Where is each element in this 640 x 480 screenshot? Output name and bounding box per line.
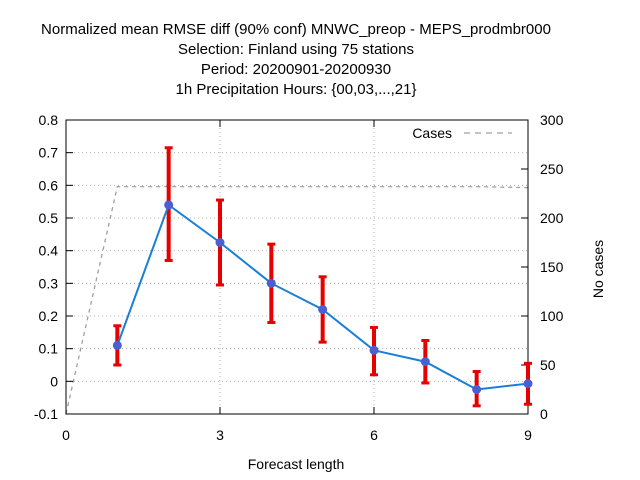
y-tick-label: 0.5 xyxy=(39,210,59,226)
y-tick-label: 0.7 xyxy=(39,145,59,161)
x-tick-label: 9 xyxy=(524,427,532,443)
y2-tick-label: 250 xyxy=(540,161,564,177)
plot-border xyxy=(65,119,529,415)
y-tick-label: 0.4 xyxy=(39,243,59,259)
y-tick-label: 0.1 xyxy=(39,341,59,357)
x-axis-label: Forecast length xyxy=(248,456,345,472)
data-point xyxy=(472,385,482,394)
rmse-series xyxy=(112,146,533,408)
y-tick-label: 0.2 xyxy=(39,308,59,324)
data-point xyxy=(318,304,328,314)
data-point xyxy=(215,238,225,247)
y2-tick-label: 150 xyxy=(540,259,564,275)
data-point xyxy=(420,357,430,367)
cases-line xyxy=(65,185,529,415)
y2-axis-label: No cases xyxy=(590,240,606,298)
data-point xyxy=(369,345,379,355)
x-tick-label: 3 xyxy=(216,427,224,443)
plot-frame xyxy=(65,119,529,415)
title-line: Period: 20200901-20200930 xyxy=(201,61,391,78)
chart-title: Normalized mean RMSE diff (90% conf) MNW… xyxy=(41,21,551,98)
grid xyxy=(66,120,528,414)
y2-tick-label: 50 xyxy=(540,357,556,373)
y-tick-label: 0.6 xyxy=(39,177,59,193)
x-tick-label: 0 xyxy=(62,427,70,443)
x-tick-label: 6 xyxy=(370,427,378,443)
y2-tick-label: 100 xyxy=(540,308,564,324)
data-point xyxy=(112,340,122,350)
y-tick-label: 0.8 xyxy=(39,112,59,128)
title-line: Selection: Finland using 75 stations xyxy=(178,41,414,58)
y-tick-label: 0 xyxy=(50,373,58,389)
cases-series xyxy=(65,185,529,415)
y2-tick-label: 200 xyxy=(540,210,564,226)
data-point xyxy=(164,200,174,210)
legend-label-cases: Cases xyxy=(412,125,452,141)
y-tick-label: -0.1 xyxy=(34,406,58,422)
data-point xyxy=(266,278,276,288)
title-line: Normalized mean RMSE diff (90% conf) MNW… xyxy=(41,21,551,38)
axis-ticks: -0.100.10.20.30.40.50.60.70.805010015020… xyxy=(34,112,564,443)
title-line: 1h Precipitation Hours: {00,03,...,21} xyxy=(176,81,417,98)
legend: Cases xyxy=(412,125,512,141)
y2-tick-label: 0 xyxy=(540,406,548,422)
y-tick-label: 0.3 xyxy=(39,275,59,291)
y2-tick-label: 300 xyxy=(540,112,564,128)
data-point xyxy=(523,379,533,389)
